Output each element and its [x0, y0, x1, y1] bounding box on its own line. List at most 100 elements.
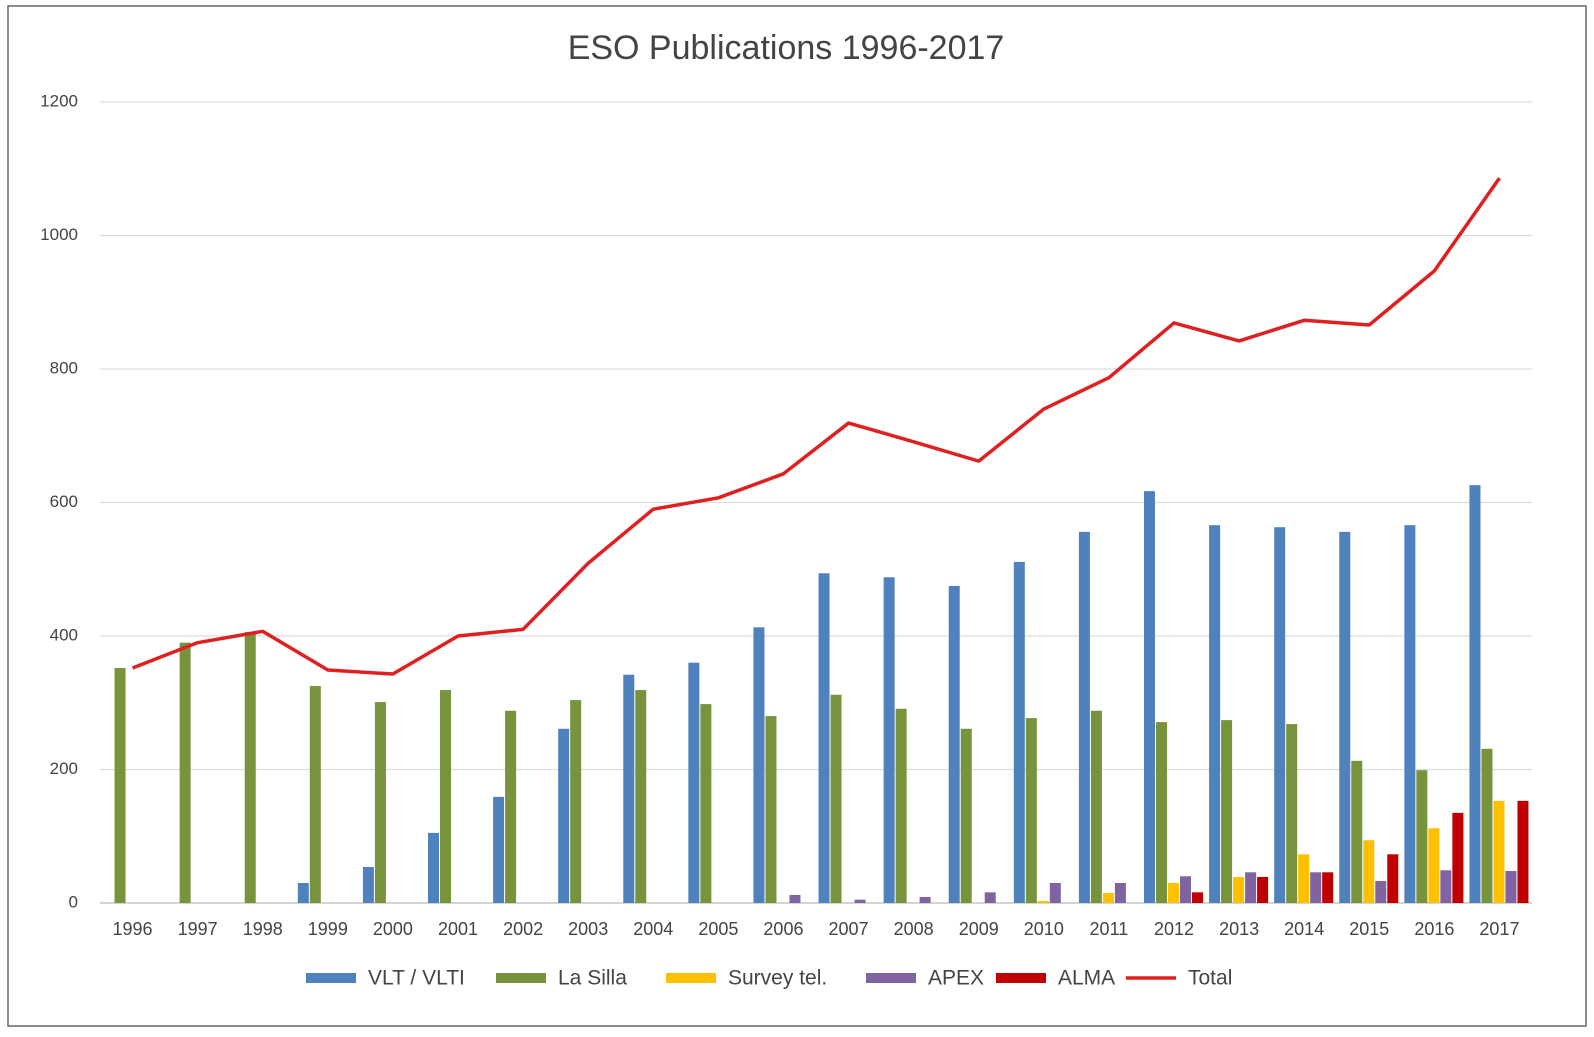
- legend-label: VLT / VLTI: [368, 967, 465, 990]
- x-tick-label: 2011: [1090, 919, 1129, 939]
- x-tick-label: 2015: [1349, 919, 1389, 939]
- bar: [1452, 812, 1464, 903]
- bar: [854, 899, 866, 903]
- x-tick-label: 1998: [243, 919, 283, 939]
- y-tick-label: 400: [50, 625, 78, 644]
- legend-label: Survey tel.: [728, 967, 827, 990]
- bar: [623, 674, 635, 903]
- bar: [1049, 882, 1061, 903]
- bar: [960, 728, 972, 903]
- x-tick-label: 1997: [178, 919, 218, 939]
- x-tick-label: 2003: [568, 919, 608, 939]
- bar: [374, 702, 386, 903]
- bar: [297, 882, 309, 903]
- bar: [1469, 485, 1481, 903]
- bar: [1233, 876, 1245, 903]
- x-tick-label: 2005: [698, 919, 738, 939]
- bar: [440, 690, 451, 903]
- bar: [493, 796, 505, 903]
- legend-label: Total: [1188, 967, 1232, 990]
- bar: [1440, 870, 1452, 903]
- bar: [753, 627, 765, 903]
- legend-swatch: [866, 973, 916, 983]
- legend-label: La Silla: [558, 967, 627, 990]
- bar: [1209, 525, 1221, 903]
- bar: [179, 642, 191, 903]
- bar: [1339, 531, 1351, 903]
- bar: [1493, 800, 1505, 903]
- y-tick-label: 1000: [40, 225, 78, 244]
- x-tick-label: 2000: [373, 919, 413, 939]
- bar: [1404, 525, 1416, 903]
- y-tick-label: 600: [50, 492, 78, 511]
- bar: [1221, 720, 1233, 903]
- bar: [1274, 527, 1286, 903]
- bar: [1025, 718, 1037, 903]
- bar: [1090, 710, 1102, 903]
- x-tick-label: 2010: [1024, 919, 1064, 939]
- y-tick-label: 0: [69, 892, 78, 911]
- bar: [1114, 882, 1126, 903]
- legend-label: APEX: [928, 967, 984, 990]
- bar: [505, 710, 517, 903]
- bar: [1037, 900, 1049, 903]
- frame: [7, 5, 1587, 1027]
- bar: [1286, 724, 1298, 903]
- bar: [362, 866, 374, 903]
- legend-swatch: [996, 973, 1046, 983]
- bar: [883, 577, 895, 903]
- x-tick-label: 1999: [308, 919, 348, 939]
- x-tick-label: 2014: [1284, 919, 1324, 939]
- x-tick-label: 2008: [894, 919, 934, 939]
- bar: [1505, 870, 1517, 903]
- bar: [1517, 800, 1529, 903]
- y-tick-label: 200: [50, 759, 78, 778]
- bar: [1013, 561, 1025, 903]
- bar: [428, 832, 439, 903]
- bar: [1481, 748, 1493, 903]
- x-tick-label: 2013: [1219, 919, 1259, 939]
- bar: [919, 896, 931, 903]
- bar: [1310, 872, 1322, 903]
- bar: [830, 694, 842, 903]
- bar: [1351, 760, 1363, 903]
- bar: [244, 631, 256, 903]
- bar: [1257, 876, 1269, 903]
- x-tick-label: 2007: [829, 919, 869, 939]
- legend-label: ALMA: [1058, 967, 1115, 990]
- x-tick-label: 2009: [959, 919, 999, 939]
- bar: [1078, 531, 1090, 903]
- bar: [700, 704, 712, 903]
- bar: [1168, 882, 1179, 903]
- bar: [1180, 876, 1191, 903]
- bar: [1298, 854, 1310, 903]
- bar: [1245, 872, 1257, 903]
- bar: [1322, 872, 1334, 903]
- y-tick-label: 800: [50, 358, 78, 377]
- bar: [895, 708, 907, 903]
- x-tick-label: 2001: [438, 919, 478, 939]
- bar: [765, 716, 777, 903]
- bar: [114, 668, 126, 903]
- bar: [1375, 880, 1387, 903]
- bar: [688, 662, 700, 903]
- y-tick-label: 1200: [40, 91, 78, 110]
- legend-swatch: [306, 973, 356, 983]
- legend-swatch: [666, 973, 716, 983]
- bar: [570, 700, 582, 903]
- bar: [948, 585, 960, 903]
- bar: [1387, 854, 1399, 903]
- legend-swatch: [496, 973, 546, 983]
- bar: [818, 573, 830, 903]
- x-tick-label: 2012: [1154, 919, 1194, 939]
- bar: [984, 892, 996, 903]
- x-tick-label: 2016: [1414, 919, 1454, 939]
- bar: [309, 686, 321, 903]
- bar: [1428, 828, 1440, 903]
- x-tick-label: 2017: [1479, 919, 1519, 939]
- bar: [1363, 840, 1375, 903]
- bar: [558, 728, 570, 903]
- bar: [635, 690, 647, 903]
- x-tick-label: 2002: [503, 919, 543, 939]
